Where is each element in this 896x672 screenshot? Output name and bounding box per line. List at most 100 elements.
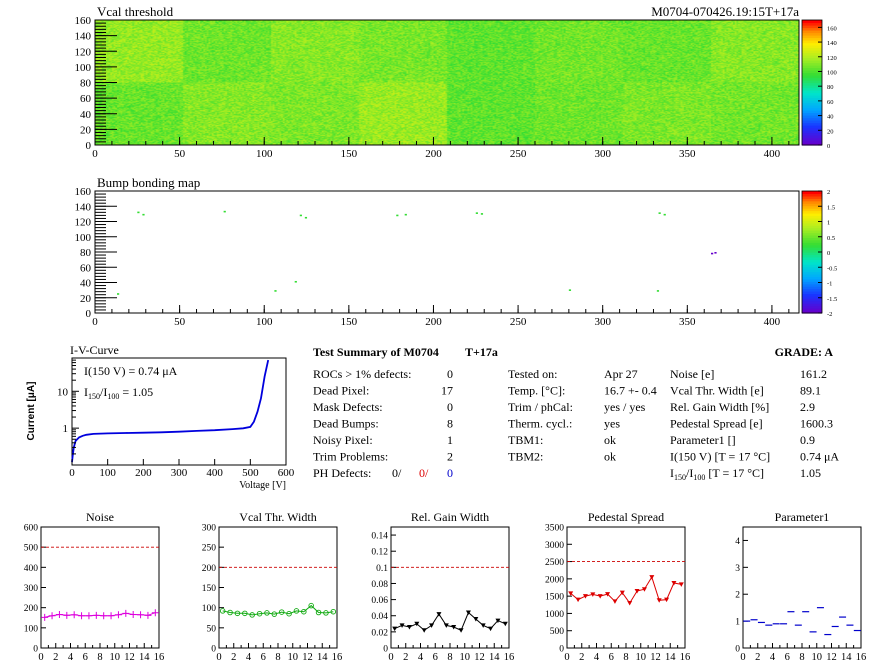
palette-cell	[802, 295, 822, 299]
x-tick-label: 50	[174, 148, 186, 160]
summary-right-value: 1600.3	[800, 417, 833, 431]
palette-cell	[802, 95, 822, 99]
palette-cell	[802, 210, 822, 214]
plot-frame	[40, 526, 160, 649]
data-point	[619, 590, 625, 596]
data-point	[495, 618, 501, 624]
palette-tick-label: 0	[827, 250, 830, 257]
y-tick-label: 3500	[545, 524, 564, 534]
data-point	[85, 612, 93, 620]
palette-cell	[802, 293, 822, 297]
summary-right-value: 161.2	[800, 367, 827, 381]
palette-cell	[802, 137, 822, 141]
y-tick-label: 40	[80, 278, 92, 290]
palette-cell	[802, 269, 822, 273]
y-tick-label: 0.02	[371, 628, 388, 638]
palette-cell	[802, 85, 822, 89]
summary-right-label: I(150 V) [T = 17 °C]	[670, 450, 770, 464]
y-tick-label: 0	[86, 140, 92, 152]
palette-tick-label: -1.5	[827, 296, 837, 303]
summary-left-value: 17	[441, 384, 453, 398]
palette-cell	[802, 212, 822, 216]
summary-right-value: 89.1	[800, 384, 821, 398]
data-point	[429, 623, 435, 628]
palette-cell	[802, 234, 822, 238]
data-point	[414, 621, 420, 627]
bump-hit	[223, 210, 226, 213]
x-tick-label: 4	[246, 652, 252, 663]
data-point	[612, 599, 618, 604]
x-tick-label: 350	[679, 316, 696, 328]
chart-title: Rel. Gain Width	[411, 510, 489, 524]
data-point	[451, 625, 457, 630]
plot-frame	[742, 526, 862, 649]
x-tick-label: 6	[785, 652, 790, 663]
palette-cell	[802, 200, 822, 204]
data-point	[568, 591, 574, 596]
palette-cell	[802, 303, 822, 307]
palette-cell	[802, 52, 822, 56]
ratio-part: 100	[107, 392, 119, 401]
summary-right-value: 0.74 μA	[800, 450, 839, 464]
bump-hit	[475, 212, 478, 214]
palette-tick-label: 140	[827, 40, 837, 47]
palette-cell	[802, 102, 822, 106]
x-tick-label: 14	[317, 652, 328, 663]
data-point	[92, 611, 100, 619]
summary-mid-value: ok	[604, 433, 616, 447]
summary-mid-label: TBM2:	[508, 450, 543, 464]
summary-left-value: 8	[447, 417, 453, 431]
y-tick-label: 500	[550, 627, 565, 637]
palette-cell	[802, 286, 822, 290]
x-tick-label: 8	[97, 652, 102, 663]
x-tick-label: 10	[636, 652, 647, 663]
palette-cell	[802, 305, 822, 309]
ratio-part: I	[84, 385, 88, 399]
summary-mid-value: yes / yes	[604, 400, 646, 414]
data-point	[605, 592, 611, 597]
x-tick-label: 12	[650, 652, 661, 663]
data-point	[144, 611, 152, 619]
y-tick-label: 140	[75, 31, 92, 43]
y-tick-label: 400	[24, 564, 39, 574]
y-tick-label: 0.04	[371, 612, 388, 622]
y-tick-label: 500	[24, 544, 39, 554]
bump-hit	[663, 213, 666, 216]
data-point	[392, 626, 398, 632]
x-tick-label: 14	[139, 652, 150, 663]
summary-right-label: Rel. Gain Width [%]	[670, 400, 769, 414]
bump-hit	[714, 252, 717, 254]
palette-tick-label: 100	[827, 69, 837, 76]
y-tick-label: 0.1	[376, 564, 388, 574]
data-point	[227, 609, 233, 616]
y-tick-label: 10	[57, 386, 69, 398]
summary-left-label: Mask Defects:	[313, 400, 383, 414]
summary-mid-value: 16.7 +- 0.4	[604, 384, 657, 398]
data-point	[458, 628, 464, 633]
summary-ratio-value: 1.05	[800, 466, 821, 480]
data-point	[293, 608, 300, 614]
y-tick-label: 2	[735, 591, 740, 601]
ratio-part: 150	[88, 392, 100, 401]
summary-ph-value: 0/	[392, 466, 402, 480]
summary-right-label: Parameter1 []	[670, 433, 736, 447]
data-point	[421, 628, 427, 633]
palette-cell	[802, 222, 822, 226]
x-tick-label: 300	[171, 467, 188, 479]
data-point	[100, 612, 108, 620]
palette-cell	[802, 283, 822, 287]
palette-cell	[802, 288, 822, 292]
series-line	[570, 575, 682, 605]
data-point	[308, 602, 314, 609]
y-tick-label: 1	[63, 423, 69, 435]
palette-cell	[802, 271, 822, 275]
ratio-part: 100	[693, 473, 705, 482]
palette-cell	[802, 87, 822, 91]
x-tick-label: 0	[92, 316, 98, 328]
bump-hit	[711, 252, 714, 255]
bump-hit	[396, 214, 399, 217]
palette-cell	[802, 110, 822, 114]
y-tick-label: 300	[24, 584, 39, 594]
summary-left-label: ROCs > 1% defects:	[313, 367, 411, 381]
palette-cell	[802, 112, 822, 116]
